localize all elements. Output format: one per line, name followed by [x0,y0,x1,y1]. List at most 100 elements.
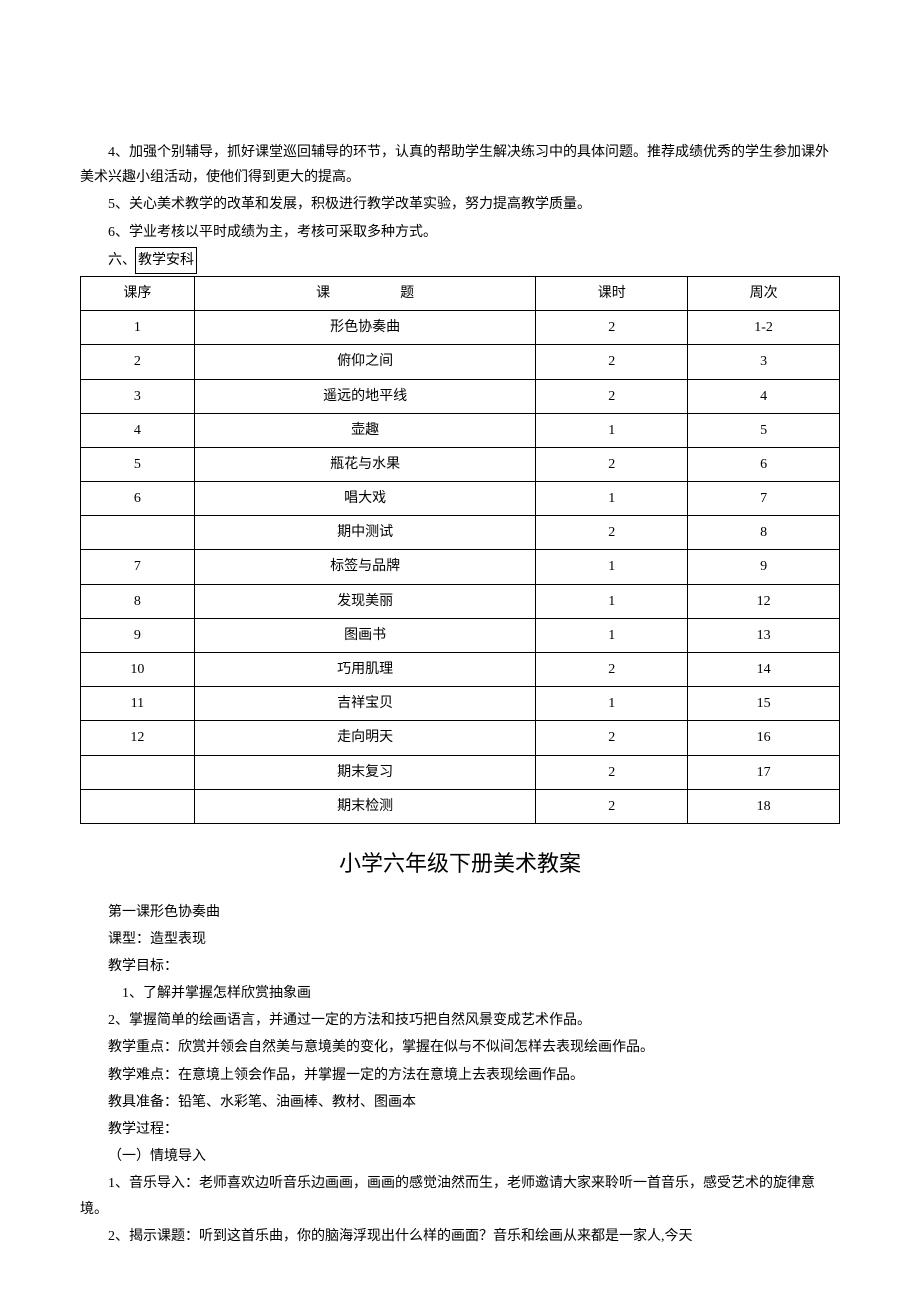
cell-week: 1-2 [688,311,840,345]
main-title: 小学六年级下册美术教案 [80,844,840,884]
cell-seq: 5 [81,447,195,481]
cell-topic: 巧用肌理 [194,653,536,687]
schedule-table-body: 1形色协奏曲21-22俯仰之间233遥远的地平线244壶趣155瓶花与水果266… [81,311,840,824]
table-row: 11吉祥宝贝115 [81,687,840,721]
key-point: 教学重点：欣赏并领会自然美与意境美的变化，掌握在似与不似间怎样去表现绘画作品。 [80,1035,840,1060]
cell-hours: 1 [536,618,688,652]
cell-seq: 7 [81,550,195,584]
table-row: 3遥远的地平线24 [81,379,840,413]
cell-hours: 1 [536,550,688,584]
cell-week: 5 [688,413,840,447]
section-1-p1: 1、音乐导入：老师喜欢边听音乐边画画，画画的感觉油然而生，老师邀请大家来聆听一首… [80,1171,840,1221]
cell-week: 12 [688,584,840,618]
cell-hours: 2 [536,447,688,481]
cell-topic: 图画书 [194,618,536,652]
objective-1: 1、了解并掌握怎样欣赏抽象画 [80,981,840,1006]
table-row: 期末检测218 [81,789,840,823]
cell-week: 14 [688,653,840,687]
process-heading: 教学过程： [80,1117,840,1142]
cell-topic: 遥远的地平线 [194,379,536,413]
cell-hours: 2 [536,345,688,379]
cell-seq [81,789,195,823]
cell-hours: 1 [536,687,688,721]
cell-topic: 壶趣 [194,413,536,447]
section-6-label-box: 教学安科 [135,247,197,274]
cell-topic: 俯仰之间 [194,345,536,379]
intro-paragraph-6: 6、学业考核以平时成绩为主，考核可采取多种方式。 [80,220,840,245]
lesson-name: 第一课形色协奏曲 [80,900,840,925]
cell-topic: 期末复习 [194,755,536,789]
cell-hours: 2 [536,379,688,413]
materials: 教具准备：铅笔、水彩笔、油画棒、教材、图画本 [80,1090,840,1115]
table-row: 7标签与品牌19 [81,550,840,584]
intro-paragraph-5: 5、关心美术教学的改革和发展，积极进行教学改革实验，努力提高教学质量。 [80,192,840,217]
cell-topic: 唱大戏 [194,482,536,516]
objective-2: 2、掌握简单的绘画语言，并通过一定的方法和技巧把自然风景变成艺术作品。 [80,1008,840,1033]
cell-seq [81,755,195,789]
section-6-prefix: 六、 [108,253,136,268]
header-hours: 课时 [536,276,688,310]
section-1-heading: （一）情境导入 [80,1144,840,1169]
cell-hours: 2 [536,516,688,550]
cell-week: 3 [688,345,840,379]
section-6-heading: 六、教学安科 [80,247,840,274]
header-seq: 课序 [81,276,195,310]
table-row: 1形色协奏曲21-2 [81,311,840,345]
cell-topic: 走向明天 [194,721,536,755]
cell-week: 9 [688,550,840,584]
header-topic: 课 题 [194,276,536,310]
cell-hours: 1 [536,584,688,618]
header-week: 周次 [688,276,840,310]
cell-week: 13 [688,618,840,652]
cell-hours: 1 [536,482,688,516]
schedule-table-container: 课序 课 题 课时 周次 1形色协奏曲21-22俯仰之间233遥远的地平线244… [80,276,840,824]
objectives-heading: 教学目标： [80,954,840,979]
schedule-table: 课序 课 题 课时 周次 1形色协奏曲21-22俯仰之间233遥远的地平线244… [80,276,840,824]
cell-topic: 瓶花与水果 [194,447,536,481]
cell-seq: 8 [81,584,195,618]
difficulty: 教学难点：在意境上领会作品，并掌握一定的方法在意境上去表现绘画作品。 [80,1063,840,1088]
cell-seq: 6 [81,482,195,516]
table-row: 8发现美丽112 [81,584,840,618]
course-type: 课型：造型表现 [80,927,840,952]
cell-topic: 吉祥宝贝 [194,687,536,721]
table-row: 9图画书113 [81,618,840,652]
cell-week: 7 [688,482,840,516]
table-row: 4壶趣15 [81,413,840,447]
cell-seq: 10 [81,653,195,687]
cell-seq: 2 [81,345,195,379]
cell-hours: 2 [536,721,688,755]
cell-week: 18 [688,789,840,823]
table-row: 10巧用肌理214 [81,653,840,687]
table-header-row: 课序 课 题 课时 周次 [81,276,840,310]
table-row: 5瓶花与水果26 [81,447,840,481]
cell-seq: 3 [81,379,195,413]
cell-topic: 期中测试 [194,516,536,550]
cell-seq [81,516,195,550]
cell-week: 15 [688,687,840,721]
cell-hours: 2 [536,311,688,345]
table-row: 12走向明天216 [81,721,840,755]
cell-hours: 2 [536,789,688,823]
cell-seq: 12 [81,721,195,755]
cell-hours: 1 [536,413,688,447]
cell-hours: 2 [536,755,688,789]
table-row: 期末复习217 [81,755,840,789]
cell-week: 17 [688,755,840,789]
cell-seq: 4 [81,413,195,447]
table-row: 6唱大戏17 [81,482,840,516]
cell-hours: 2 [536,653,688,687]
cell-week: 4 [688,379,840,413]
cell-seq: 1 [81,311,195,345]
intro-paragraph-4: 4、加强个别辅导，抓好课堂巡回辅导的环节，认真的帮助学生解决练习中的具体问题。推… [80,140,840,190]
table-row: 2俯仰之间23 [81,345,840,379]
cell-seq: 11 [81,687,195,721]
cell-topic: 期末检测 [194,789,536,823]
cell-week: 16 [688,721,840,755]
section-1-p2: 2、揭示课题：听到这首乐曲，你的脑海浮现出什么样的画面？音乐和绘画从来都是一家人… [80,1224,840,1249]
cell-week: 8 [688,516,840,550]
cell-topic: 形色协奏曲 [194,311,536,345]
table-row: 期中测试28 [81,516,840,550]
cell-topic: 标签与品牌 [194,550,536,584]
cell-week: 6 [688,447,840,481]
